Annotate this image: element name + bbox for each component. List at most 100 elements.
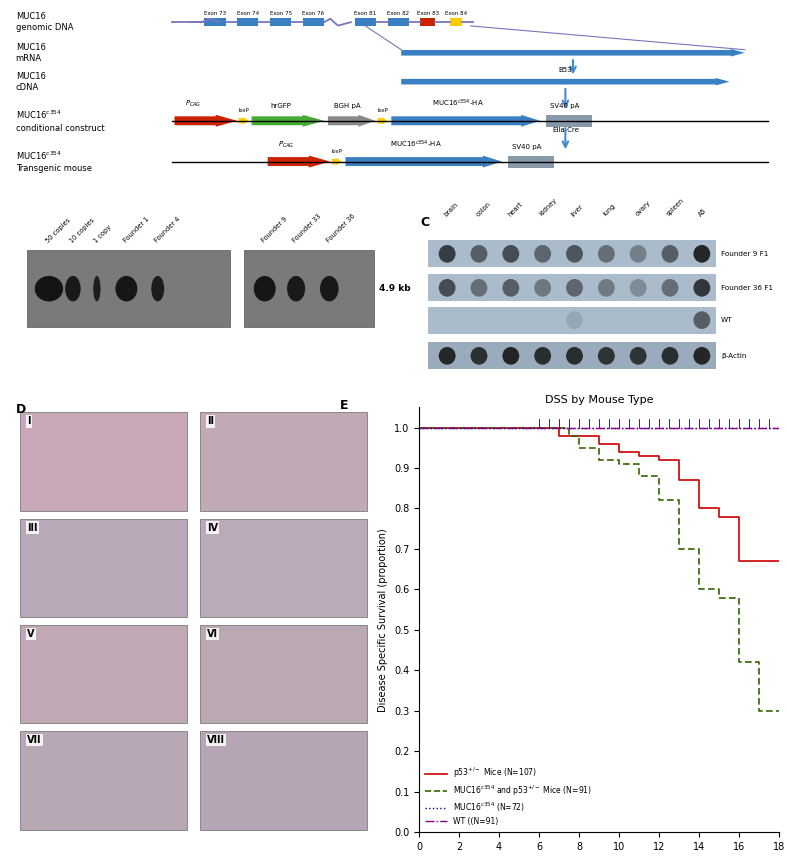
Text: Founder 4: Founder 4 xyxy=(153,215,182,244)
Text: SV40 pA: SV40 pA xyxy=(512,143,541,149)
Ellipse shape xyxy=(65,276,80,301)
Ellipse shape xyxy=(693,311,711,329)
Text: IV: IV xyxy=(207,523,218,533)
Text: E: E xyxy=(340,399,349,412)
Ellipse shape xyxy=(151,276,164,301)
Text: MUC16$^{c354}$-HA: MUC16$^{c354}$-HA xyxy=(432,98,484,109)
Text: MUC16$^{c354}$
conditional construct: MUC16$^{c354}$ conditional construct xyxy=(16,109,105,132)
FancyArrow shape xyxy=(401,78,730,86)
Bar xyxy=(245,251,374,327)
Ellipse shape xyxy=(94,276,101,301)
Text: 50 copies: 50 copies xyxy=(45,217,72,244)
FancyArrow shape xyxy=(332,158,342,166)
Ellipse shape xyxy=(630,347,647,365)
Text: MUC16$^{c354}$-HA: MUC16$^{c354}$-HA xyxy=(390,138,442,149)
Text: VIII: VIII xyxy=(207,735,225,745)
FancyArrow shape xyxy=(391,115,540,127)
Text: MUC16
cDNA: MUC16 cDNA xyxy=(16,71,46,92)
Text: MUC16
genomic DNA: MUC16 genomic DNA xyxy=(16,12,73,33)
Ellipse shape xyxy=(693,347,711,365)
Text: BGH pA: BGH pA xyxy=(334,103,360,109)
Text: V: V xyxy=(27,629,35,639)
Bar xyxy=(200,413,368,511)
FancyArrow shape xyxy=(378,117,387,124)
Ellipse shape xyxy=(598,279,615,297)
FancyArrow shape xyxy=(238,117,249,124)
Bar xyxy=(20,731,187,830)
Text: kidney: kidney xyxy=(538,197,559,217)
Ellipse shape xyxy=(566,279,583,297)
Bar xyxy=(303,18,324,26)
Text: $P_{CAG}$: $P_{CAG}$ xyxy=(185,99,201,109)
Ellipse shape xyxy=(630,245,647,263)
Text: liver: liver xyxy=(571,202,585,217)
Text: III: III xyxy=(27,523,38,533)
Text: spleen: spleen xyxy=(666,197,685,217)
Ellipse shape xyxy=(662,279,678,297)
Ellipse shape xyxy=(662,347,678,365)
Ellipse shape xyxy=(471,279,487,297)
Bar xyxy=(20,625,187,723)
Text: SV40 pA: SV40 pA xyxy=(550,103,579,109)
Ellipse shape xyxy=(662,245,678,263)
Text: 1 copy: 1 copy xyxy=(93,224,113,244)
Ellipse shape xyxy=(502,279,519,297)
Bar xyxy=(237,18,258,26)
Ellipse shape xyxy=(116,276,138,301)
Bar xyxy=(205,18,226,26)
Legend: p53$^{+/-}$ Mice (N=107), MUC16$^{c354}$ and p53$^{+/-}$ Mice (N=91), MUC16$^{c3: p53$^{+/-}$ Mice (N=107), MUC16$^{c354}$… xyxy=(423,764,594,829)
FancyArrow shape xyxy=(268,155,331,167)
Text: Exon 84: Exon 84 xyxy=(445,11,467,16)
Text: MUC16$^{c354}$
Transgenic mouse: MUC16$^{c354}$ Transgenic mouse xyxy=(16,150,92,173)
Text: C: C xyxy=(421,216,430,229)
Text: Founder 9 F1: Founder 9 F1 xyxy=(721,251,769,257)
FancyArrow shape xyxy=(401,49,745,57)
Text: loxP: loxP xyxy=(377,108,388,113)
Ellipse shape xyxy=(534,279,551,297)
Bar xyxy=(428,275,716,301)
Text: Exon 74: Exon 74 xyxy=(237,11,259,16)
Ellipse shape xyxy=(534,245,551,263)
Text: Exon 73: Exon 73 xyxy=(204,11,226,16)
Text: Ella-Cre: Ella-Cre xyxy=(552,127,578,133)
Bar xyxy=(200,731,368,830)
Ellipse shape xyxy=(502,245,519,263)
Ellipse shape xyxy=(35,276,63,301)
Title: DSS by Mouse Type: DSS by Mouse Type xyxy=(545,395,653,405)
Text: 10 copies: 10 copies xyxy=(68,217,95,244)
Text: D: D xyxy=(16,403,26,416)
Text: II: II xyxy=(207,416,214,426)
Bar xyxy=(508,155,554,167)
Text: WT: WT xyxy=(721,317,733,323)
Text: B53: B53 xyxy=(559,67,572,73)
Bar xyxy=(20,518,187,617)
Bar xyxy=(428,342,716,370)
Text: Exon 83: Exon 83 xyxy=(417,11,439,16)
Ellipse shape xyxy=(320,276,338,301)
FancyArrow shape xyxy=(175,115,237,127)
Text: VII: VII xyxy=(27,735,42,745)
Bar xyxy=(270,18,291,26)
Ellipse shape xyxy=(566,245,583,263)
Bar xyxy=(420,18,435,26)
Text: Founder 36 F1: Founder 36 F1 xyxy=(721,285,773,291)
Text: A5: A5 xyxy=(697,207,708,217)
Text: 4.9 kb: 4.9 kb xyxy=(379,284,411,293)
Text: Exon 76: Exon 76 xyxy=(302,11,324,16)
Ellipse shape xyxy=(438,245,456,263)
Bar xyxy=(355,18,376,26)
FancyArrow shape xyxy=(345,155,502,167)
Ellipse shape xyxy=(598,245,615,263)
Y-axis label: Disease Specific Survival (proportion): Disease Specific Survival (proportion) xyxy=(379,528,389,711)
Text: heart: heart xyxy=(507,201,523,217)
Text: VI: VI xyxy=(207,629,218,639)
Ellipse shape xyxy=(630,279,647,297)
Ellipse shape xyxy=(693,279,711,297)
Text: I: I xyxy=(27,416,31,426)
FancyArrow shape xyxy=(546,115,592,127)
Ellipse shape xyxy=(287,276,305,301)
Ellipse shape xyxy=(693,245,711,263)
Text: hrGFP: hrGFP xyxy=(270,103,291,109)
Ellipse shape xyxy=(502,347,519,365)
Ellipse shape xyxy=(534,347,551,365)
